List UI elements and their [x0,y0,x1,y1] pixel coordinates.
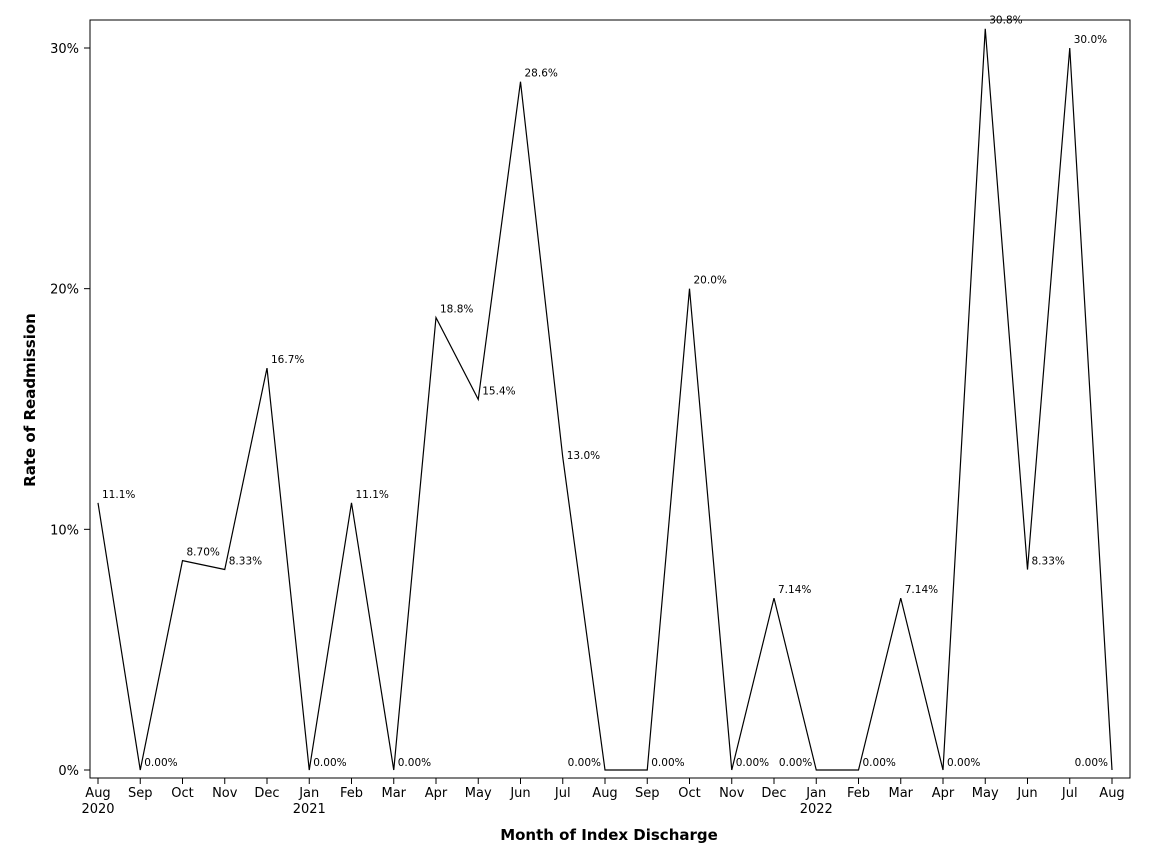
point-label: 0.00% [1075,757,1108,769]
y-axis-title: Rate of Readmission [21,313,39,487]
x-tick-label: Dec [761,786,786,801]
point-label: 0.00% [568,757,601,769]
point-label: 0.00% [779,757,812,769]
x-tick-label: Jan [805,786,826,801]
x-tick-label: Sep [635,786,660,801]
x-tick-label: Aug [85,786,110,801]
point-label: 30.8% [989,15,1022,27]
point-labels: 11.1% 0.00% 8.70% 8.33% 16.7% 0.00% 11.1% 0.00%… [102,15,1108,769]
point-label: 0.00% [313,757,346,769]
x-tick-label: Oct [171,786,193,801]
x-tick-label: Jul [1061,786,1078,801]
x-tick-label: Oct [678,786,700,801]
x-tick-label: Jun [1016,786,1037,801]
point-label: 0.00% [651,757,684,769]
y-tick-label: 30% [50,42,79,57]
x-tick-label: May [465,786,492,801]
x-tick-label: Mar [381,786,406,801]
x-tick-label: Mar [888,786,913,801]
point-label: 16.7% [271,354,304,366]
point-label: 11.1% [356,489,389,501]
x-tick-label: Nov [719,786,745,801]
x-axis-title: Month of Index Discharge [500,826,718,844]
y-tick-label: 0% [58,764,79,779]
x-year-label: 2020 [81,802,114,817]
x-tick-label: Aug [592,786,617,801]
x-tick-label: Feb [847,786,870,801]
x-tick-label: Jun [509,786,530,801]
point-label: 7.14% [778,584,811,596]
x-tick-label: May [972,786,999,801]
point-label: 7.14% [905,584,938,596]
x-tick-label: Jan [298,786,319,801]
point-label: 28.6% [525,68,558,80]
series-line [97,28,1113,771]
point-label: 8.33% [229,556,262,568]
point-label: 0.00% [947,757,980,769]
y-axis: 0% 10% 20% 30% [50,42,90,779]
point-label: 15.4% [482,385,515,397]
x-year-label: 2021 [293,802,326,817]
point-label: 13.0% [567,450,600,462]
point-label: 0.00% [144,757,177,769]
x-year-label: 2022 [800,802,833,817]
y-tick-label: 10% [50,523,79,538]
x-tick-label: Dec [254,786,279,801]
x-tick-label: Sep [128,786,153,801]
x-tick-label: Feb [340,786,363,801]
point-label: 8.33% [1032,556,1065,568]
point-label: 0.00% [398,757,431,769]
x-tick-label: Jul [554,786,571,801]
x-tick-label: Aug [1099,786,1124,801]
point-label: 18.8% [440,304,473,316]
y-tick-label: 20% [50,283,79,298]
plot-frame [89,19,1131,779]
point-label: 8.70% [187,547,220,559]
x-tick-label: Apr [425,786,448,801]
point-label: 11.1% [102,489,135,501]
point-label: 20.0% [694,275,727,287]
point-label: 30.0% [1074,34,1107,46]
x-tick-label: Nov [212,786,238,801]
point-label: 0.00% [863,757,896,769]
x-tick-label: Apr [932,786,955,801]
point-label: 0.00% [736,757,769,769]
